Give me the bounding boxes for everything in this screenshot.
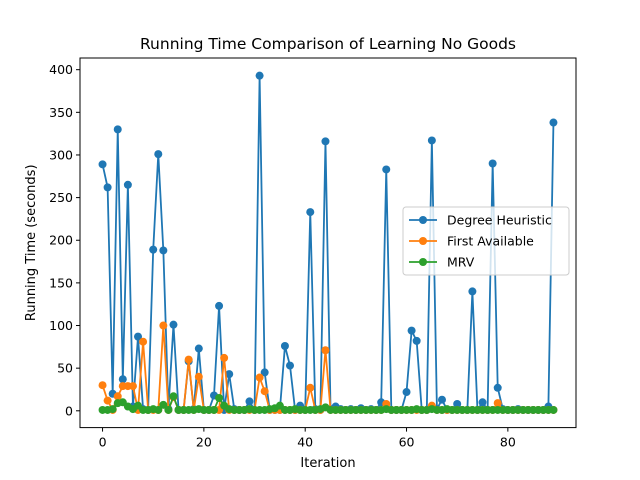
legend-entry-mrv: MRV bbox=[409, 255, 475, 270]
legend-frame bbox=[402, 206, 570, 276]
y-axis-title: Running Time (seconds) bbox=[24, 164, 39, 321]
legend-label: MRV bbox=[447, 255, 475, 270]
data-point-degree-heuristic bbox=[103, 183, 112, 192]
y-tick-label: 150 bbox=[49, 275, 73, 290]
y-tick-label: 350 bbox=[49, 105, 73, 120]
data-point-mrv bbox=[215, 394, 224, 403]
data-point-first-available bbox=[139, 337, 148, 346]
legend-entry-degree-heuristic: Degree Heuristic bbox=[409, 213, 552, 228]
data-point-degree-heuristic bbox=[306, 208, 315, 217]
data-point-first-available bbox=[493, 399, 502, 408]
data-point-degree-heuristic bbox=[118, 375, 127, 384]
data-point-degree-heuristic bbox=[169, 320, 178, 329]
y-tick-label: 50 bbox=[57, 361, 73, 376]
data-point-degree-heuristic bbox=[215, 301, 224, 310]
x-tick-label: 0 bbox=[99, 435, 107, 450]
data-point-degree-heuristic bbox=[286, 361, 294, 370]
data-point-mrv bbox=[210, 405, 219, 414]
data-point-mrv bbox=[159, 400, 168, 409]
data-point-degree-heuristic bbox=[382, 165, 391, 174]
data-point-degree-heuristic bbox=[245, 397, 254, 406]
y-tick-label: 200 bbox=[49, 233, 73, 248]
chart-title: Running Time Comparison of Learning No G… bbox=[140, 35, 516, 53]
data-point-degree-heuristic bbox=[437, 395, 446, 404]
data-point-first-available bbox=[113, 392, 122, 401]
data-point-degree-heuristic bbox=[260, 368, 269, 377]
legend-marker bbox=[419, 216, 427, 224]
data-point-degree-heuristic bbox=[412, 336, 421, 345]
x-tick-label: 20 bbox=[196, 435, 212, 450]
legend-marker bbox=[419, 237, 427, 245]
data-point-degree-heuristic bbox=[98, 160, 107, 169]
legend-marker bbox=[419, 258, 427, 266]
data-point-degree-heuristic bbox=[321, 137, 330, 146]
y-tick-label: 400 bbox=[49, 62, 73, 77]
data-point-first-available bbox=[128, 382, 137, 391]
data-point-degree-heuristic bbox=[113, 125, 122, 134]
data-point-first-available bbox=[98, 381, 107, 390]
data-point-first-available bbox=[255, 373, 264, 382]
data-point-first-available bbox=[260, 387, 269, 396]
data-point-degree-heuristic bbox=[493, 383, 502, 392]
y-tick-label: 250 bbox=[49, 190, 73, 205]
data-point-degree-heuristic bbox=[159, 246, 168, 255]
data-point-degree-heuristic bbox=[255, 71, 264, 80]
legend-entry-first-available: First Available bbox=[409, 234, 534, 249]
data-point-degree-heuristic bbox=[280, 341, 289, 350]
data-point-degree-heuristic bbox=[488, 159, 497, 168]
data-point-first-available bbox=[306, 383, 315, 392]
data-point-degree-heuristic bbox=[402, 388, 411, 397]
data-point-first-available bbox=[184, 355, 193, 364]
data-point-first-available bbox=[159, 321, 168, 330]
y-tick-label: 0 bbox=[65, 403, 73, 418]
data-point-first-available bbox=[220, 353, 229, 362]
legend-label: First Available bbox=[447, 234, 534, 249]
data-point-mrv bbox=[549, 405, 558, 414]
legend: Degree Heuristic First Available MRV bbox=[402, 206, 570, 276]
data-point-degree-heuristic bbox=[154, 150, 163, 159]
data-point-degree-heuristic bbox=[123, 180, 132, 189]
data-point-degree-heuristic bbox=[225, 370, 234, 379]
data-point-first-available bbox=[103, 396, 112, 405]
data-point-mrv bbox=[169, 392, 178, 401]
data-point-mrv bbox=[108, 405, 117, 414]
data-point-degree-heuristic bbox=[468, 287, 477, 296]
plot-frame bbox=[79, 57, 577, 429]
axes: 0 20 40 60 80 0 50 100 150 200 250 300 350 400 bbox=[49, 62, 516, 449]
data-point-degree-heuristic bbox=[194, 344, 203, 353]
y-tick-label: 300 bbox=[49, 147, 73, 162]
y-tick-label: 100 bbox=[49, 318, 73, 333]
series-mrv bbox=[98, 392, 558, 414]
data-point-first-available bbox=[194, 372, 203, 381]
data-point-degree-heuristic bbox=[549, 118, 558, 127]
data-point-mrv bbox=[164, 405, 173, 414]
legend-label: Degree Heuristic bbox=[447, 213, 552, 228]
data-point-mrv bbox=[154, 405, 163, 414]
data-point-degree-heuristic bbox=[478, 398, 487, 407]
x-axis-title: Iteration bbox=[300, 456, 355, 471]
data-point-degree-heuristic bbox=[134, 332, 143, 341]
data-point-degree-heuristic bbox=[453, 399, 462, 408]
x-tick-label: 40 bbox=[297, 435, 313, 450]
data-point-degree-heuristic bbox=[427, 136, 436, 145]
data-point-first-available bbox=[321, 346, 330, 355]
x-tick-label: 60 bbox=[399, 435, 415, 450]
data-point-degree-heuristic bbox=[149, 245, 158, 254]
plot-area bbox=[98, 71, 558, 414]
x-tick-label: 80 bbox=[500, 435, 516, 450]
data-point-degree-heuristic bbox=[407, 326, 416, 335]
